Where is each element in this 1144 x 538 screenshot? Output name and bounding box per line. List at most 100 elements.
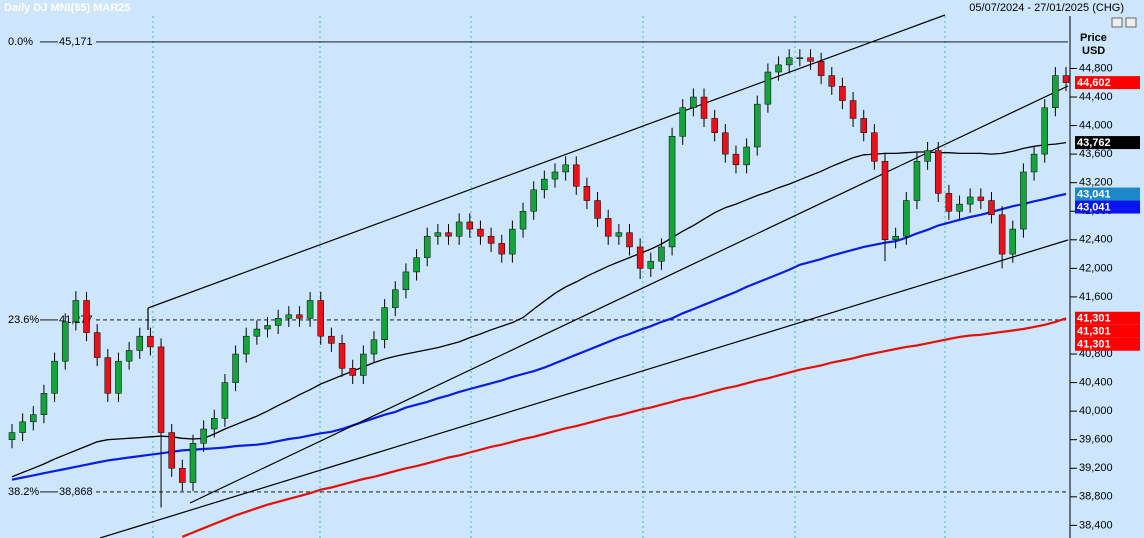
candle-body xyxy=(903,200,910,237)
candles xyxy=(8,49,1070,508)
candle-body xyxy=(956,203,963,212)
candle-body xyxy=(381,307,388,340)
candle-body xyxy=(40,393,48,415)
candle-body xyxy=(817,61,825,76)
candle-body xyxy=(125,350,133,362)
candle-body xyxy=(179,468,186,483)
candle-body xyxy=(988,200,995,216)
candle-body xyxy=(498,243,505,255)
candle-body xyxy=(977,196,985,201)
candle-body xyxy=(679,107,686,137)
price-label: 43,762 xyxy=(1077,137,1111,149)
candle-body xyxy=(72,300,80,323)
candle-body xyxy=(274,318,282,326)
axis-label: Price xyxy=(1080,32,1107,44)
candle-body xyxy=(849,100,857,119)
candle-body xyxy=(636,246,644,269)
candle-body xyxy=(1062,75,1070,83)
candle-body xyxy=(519,210,527,230)
candle-body xyxy=(349,368,356,376)
moving-average xyxy=(11,192,1067,481)
chart-title: Daily DJ MNI($5) MAR25 xyxy=(4,2,131,14)
candle-body xyxy=(221,382,229,419)
candle-body xyxy=(434,232,442,237)
price-label-box xyxy=(1075,187,1140,201)
candle-body xyxy=(477,228,484,237)
candle-body xyxy=(338,343,346,369)
y-tick-label: 43,200 xyxy=(1079,177,1113,189)
window-button[interactable] xyxy=(1125,17,1137,28)
candle-body xyxy=(871,132,878,162)
y-axis-ticks: 38,400 38,800 39,200 39,600 40,000 40,400 40,8… xyxy=(1070,62,1113,531)
candle-body xyxy=(360,353,367,376)
candle-body xyxy=(700,96,708,119)
y-tick-label: 39,200 xyxy=(1079,462,1113,474)
price-label-box xyxy=(1075,324,1140,338)
candle-body xyxy=(115,360,122,394)
candle-body xyxy=(711,118,718,133)
candle-body xyxy=(775,64,782,73)
candle-body xyxy=(966,196,974,205)
candle-body xyxy=(370,339,378,355)
candle-body xyxy=(317,300,324,337)
candle-body xyxy=(1052,75,1059,108)
candle-body xyxy=(306,300,314,319)
candle-body xyxy=(253,328,261,337)
candle-body xyxy=(509,228,516,255)
candle-body xyxy=(892,235,899,241)
y-tick-label: 44,400 xyxy=(1079,91,1113,103)
candle-body xyxy=(945,193,953,212)
price-labels: 44,60243,76243,04143,04141,30141,30141,3… xyxy=(1075,76,1140,351)
candle-body xyxy=(754,103,761,148)
candle-body xyxy=(551,171,559,180)
candle-body xyxy=(764,71,772,105)
price-label-box xyxy=(1075,200,1140,214)
candle-body xyxy=(157,346,165,433)
price-label: 41,301 xyxy=(1077,339,1111,351)
candle-body xyxy=(147,335,154,348)
candle-body xyxy=(998,214,1006,255)
candle-body xyxy=(839,86,846,101)
fib-level-name: 0.0% xyxy=(8,36,33,48)
candle-body xyxy=(530,189,537,212)
candle-body xyxy=(51,360,58,394)
price-label: 43,041 xyxy=(1077,201,1111,213)
fib-level-name: 23.6% xyxy=(8,314,39,326)
candle-body xyxy=(583,186,591,201)
y-tick-label: 44,000 xyxy=(1079,119,1113,131)
y-tick-label: 42,000 xyxy=(1079,262,1113,274)
candle-body xyxy=(264,325,271,330)
fib-level-value: 45,171 xyxy=(59,36,93,48)
moving-average xyxy=(181,317,1067,538)
candle-body xyxy=(1009,228,1017,255)
candle-body xyxy=(487,235,495,244)
candle-body xyxy=(594,200,601,219)
candle-body xyxy=(690,96,697,108)
price-label-box xyxy=(1075,76,1140,90)
candle-body xyxy=(211,418,218,430)
candle-body xyxy=(168,432,175,469)
candle-body xyxy=(615,232,623,237)
candle-body xyxy=(136,335,144,351)
y-tick-label: 43,600 xyxy=(1079,148,1113,160)
candle-body xyxy=(881,161,889,241)
month-separators xyxy=(152,16,946,538)
y-tick-label: 39,600 xyxy=(1079,434,1113,446)
trend-line xyxy=(189,85,1069,504)
candle-body xyxy=(562,164,569,173)
candle-body xyxy=(1030,153,1038,173)
price-label-box xyxy=(1075,136,1140,150)
price-label: 44,602 xyxy=(1077,77,1111,89)
candle-body xyxy=(83,300,90,333)
candle-body xyxy=(242,335,250,355)
candle-body xyxy=(61,321,69,362)
price-label-box xyxy=(1075,311,1140,325)
y-tick-label: 42,400 xyxy=(1079,234,1113,246)
candle-body xyxy=(604,218,612,237)
candle-body xyxy=(392,289,399,308)
candle-body xyxy=(828,75,836,87)
y-tick-label: 44,800 xyxy=(1079,62,1113,74)
price-label: 41,301 xyxy=(1077,326,1111,338)
window-button[interactable] xyxy=(1111,17,1123,28)
